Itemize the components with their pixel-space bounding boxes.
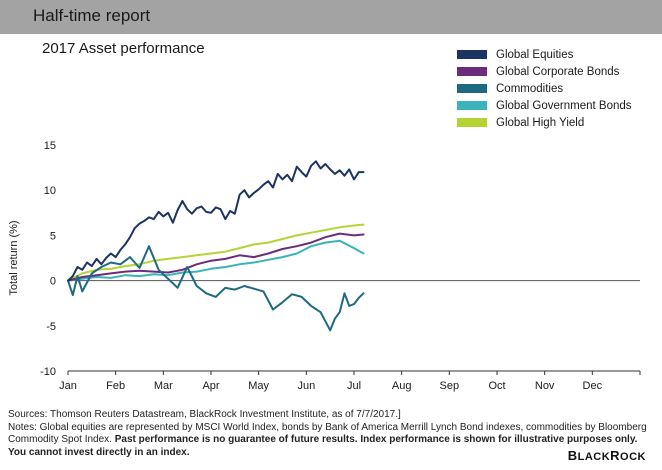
legend-swatch [457, 118, 487, 127]
header-band [0, 0, 662, 34]
x-tick-label: Sep [440, 380, 460, 392]
x-tick-label: Jan [59, 380, 77, 392]
chart-legend: Global Equities Global Corporate Bonds Com… [457, 46, 632, 131]
notes: Sources: Thomson Reuters Datastream, Bla… [8, 409, 658, 459]
sources-note: Sources: Thomson Reuters Datastream, Bla… [8, 409, 401, 420]
y-axis-label: Total return (%) [8, 220, 20, 295]
x-tick-label: Dec [583, 380, 603, 392]
series-line-global-corporate-bonds [67, 232, 365, 282]
x-tick-label: Jul [347, 380, 361, 392]
chart-title: 2017 Asset performance [42, 40, 205, 57]
legend-label: Global High Yield [496, 116, 585, 129]
legend-item: Commodities [457, 80, 632, 97]
legend-swatch [457, 50, 487, 59]
notes-text: Notes: Global equities are represented b… [8, 421, 647, 446]
x-tick-label: Feb [106, 380, 125, 392]
legend-item: Global Corporate Bonds [457, 63, 632, 80]
blackrock-logo: BLACKROCK [567, 448, 646, 463]
x-tick-label: Mar [154, 380, 173, 392]
y-tick-label: 15 [44, 140, 56, 152]
x-tick-label: Oct [488, 380, 505, 392]
legend-swatch [457, 67, 487, 76]
legend-item: Global High Yield [457, 114, 632, 131]
y-tick-label: 10 [44, 185, 56, 197]
legend-item: Global Government Bonds [457, 97, 632, 114]
legend-label: Global Government Bonds [496, 99, 632, 112]
legend-label: Global Corporate Bonds [496, 65, 620, 78]
series-line-global-government-bonds [67, 239, 365, 282]
x-tick-label: May [248, 380, 269, 392]
legend-swatch [457, 101, 487, 110]
y-tick-label: -10 [40, 366, 56, 378]
x-tick-label: Aug [392, 380, 412, 392]
disclaimer-text: Past performance is no guarantee of futu… [8, 434, 638, 458]
series-line-global-high-yield [67, 223, 365, 282]
legend-label: Global Equities [496, 48, 574, 61]
y-tick-label: 0 [50, 276, 56, 288]
notes-paragraph: Notes: Global equities are represented b… [8, 422, 658, 460]
legend-label: Commodities [496, 82, 564, 95]
legend-swatch [457, 84, 487, 93]
x-tick-label: Jun [297, 380, 315, 392]
series-line-global-equities [67, 160, 365, 282]
legend-item: Global Equities [457, 46, 632, 63]
y-tick-label: -5 [46, 321, 56, 333]
y-tick-label: 5 [50, 230, 56, 242]
x-tick-label: Nov [535, 380, 555, 392]
page-title: Half-time report [33, 6, 151, 25]
x-tick-label: Apr [202, 380, 219, 392]
series-line-commodities [67, 245, 365, 332]
